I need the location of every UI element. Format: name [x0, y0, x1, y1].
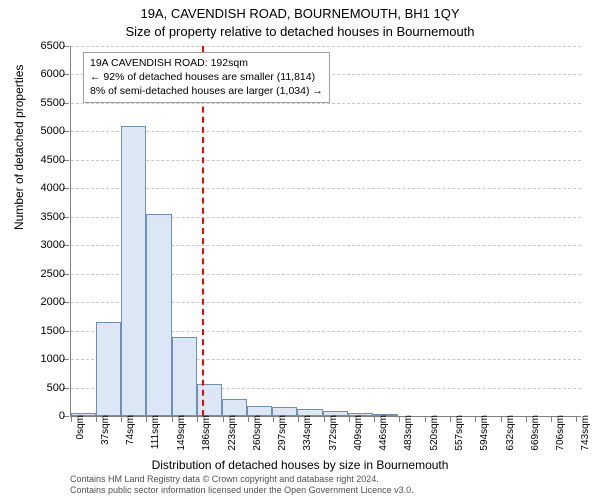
x-tick-label: 111sqm — [150, 415, 161, 461]
histogram-bar — [146, 214, 171, 416]
x-tick-label: 409sqm — [353, 415, 364, 461]
x-tick — [450, 416, 451, 422]
y-gridline — [71, 46, 581, 47]
x-tick-label: 260sqm — [252, 415, 263, 461]
x-tick-label: 632sqm — [505, 415, 516, 461]
x-tick — [121, 416, 122, 422]
x-tick-label: 483sqm — [403, 415, 414, 461]
x-tick — [501, 416, 502, 422]
chart-title-line1: 19A, CAVENDISH ROAD, BOURNEMOUTH, BH1 1Q… — [0, 6, 600, 21]
y-gridline — [71, 103, 581, 104]
x-tick — [399, 416, 400, 422]
y-tick-label: 0 — [15, 411, 65, 422]
x-tick-label: 334sqm — [302, 415, 313, 461]
y-tick-label: 5500 — [15, 98, 65, 109]
x-tick-label: 372sqm — [328, 415, 339, 461]
y-tick-label: 1500 — [15, 326, 65, 337]
x-tick — [96, 416, 97, 422]
footer-line2: Contains public sector information licen… — [70, 485, 414, 496]
x-tick — [349, 416, 350, 422]
x-tick — [223, 416, 224, 422]
x-tick — [475, 416, 476, 422]
x-tick — [71, 416, 72, 422]
x-tick-label: 706sqm — [555, 415, 566, 461]
x-tick — [248, 416, 249, 422]
y-tick-label: 2000 — [15, 297, 65, 308]
x-tick-label: 186sqm — [201, 415, 212, 461]
y-tick-label: 3500 — [15, 212, 65, 223]
x-tick — [576, 416, 577, 422]
x-tick-label: 669sqm — [530, 415, 541, 461]
x-tick — [146, 416, 147, 422]
histogram-bar — [172, 337, 197, 416]
x-tick — [172, 416, 173, 422]
x-tick — [374, 416, 375, 422]
x-tick-label: 594sqm — [479, 415, 490, 461]
x-tick-label: 74sqm — [125, 415, 136, 461]
x-tick-label: 297sqm — [277, 415, 288, 461]
y-gridline — [71, 131, 581, 132]
annotation-box: 19A CAVENDISH ROAD: 192sqm ← 92% of deta… — [83, 52, 330, 103]
chart-title-line2: Size of property relative to detached ho… — [0, 24, 600, 39]
x-tick-label: 446sqm — [378, 415, 389, 461]
x-tick — [273, 416, 274, 422]
x-tick — [298, 416, 299, 422]
y-tick-label: 500 — [15, 383, 65, 394]
annotation-line1: 19A CAVENDISH ROAD: 192sqm — [90, 56, 323, 70]
y-tick-label: 2500 — [15, 269, 65, 280]
y-tick-label: 3000 — [15, 240, 65, 251]
x-tick-label: 0sqm — [75, 415, 86, 461]
annotation-line2: ← 92% of detached houses are smaller (11… — [90, 70, 323, 84]
footer-line1: Contains HM Land Registry data © Crown c… — [70, 474, 414, 485]
histogram-bar — [96, 322, 121, 416]
histogram-bar — [222, 399, 247, 416]
x-tick-label: 223sqm — [227, 415, 238, 461]
x-tick — [526, 416, 527, 422]
x-tick — [197, 416, 198, 422]
x-tick — [551, 416, 552, 422]
y-tick-label: 4500 — [15, 155, 65, 166]
histogram-bar — [121, 126, 146, 416]
y-tick-label: 6000 — [15, 69, 65, 80]
chart-container: 19A, CAVENDISH ROAD, BOURNEMOUTH, BH1 1Q… — [0, 0, 600, 500]
annotation-line3: 8% of semi-detached houses are larger (1… — [90, 84, 323, 98]
x-tick-label: 743sqm — [580, 415, 591, 461]
y-gridline — [71, 160, 581, 161]
y-tick-label: 1000 — [15, 354, 65, 365]
plot-area: 0500100015002000250030003500400045005000… — [70, 46, 581, 417]
x-tick-label: 520sqm — [429, 415, 440, 461]
x-tick-label: 37sqm — [100, 415, 111, 461]
x-tick-label: 149sqm — [176, 415, 187, 461]
y-tick-label: 4000 — [15, 183, 65, 194]
y-tick-label: 6500 — [15, 41, 65, 52]
y-tick-label: 5000 — [15, 126, 65, 137]
x-tick — [324, 416, 325, 422]
y-gridline — [71, 188, 581, 189]
footer-text: Contains HM Land Registry data © Crown c… — [70, 474, 414, 496]
x-axis-label: Distribution of detached houses by size … — [0, 458, 600, 472]
y-axis-label: Number of detached properties — [12, 65, 26, 230]
x-tick-label: 557sqm — [454, 415, 465, 461]
x-tick — [425, 416, 426, 422]
